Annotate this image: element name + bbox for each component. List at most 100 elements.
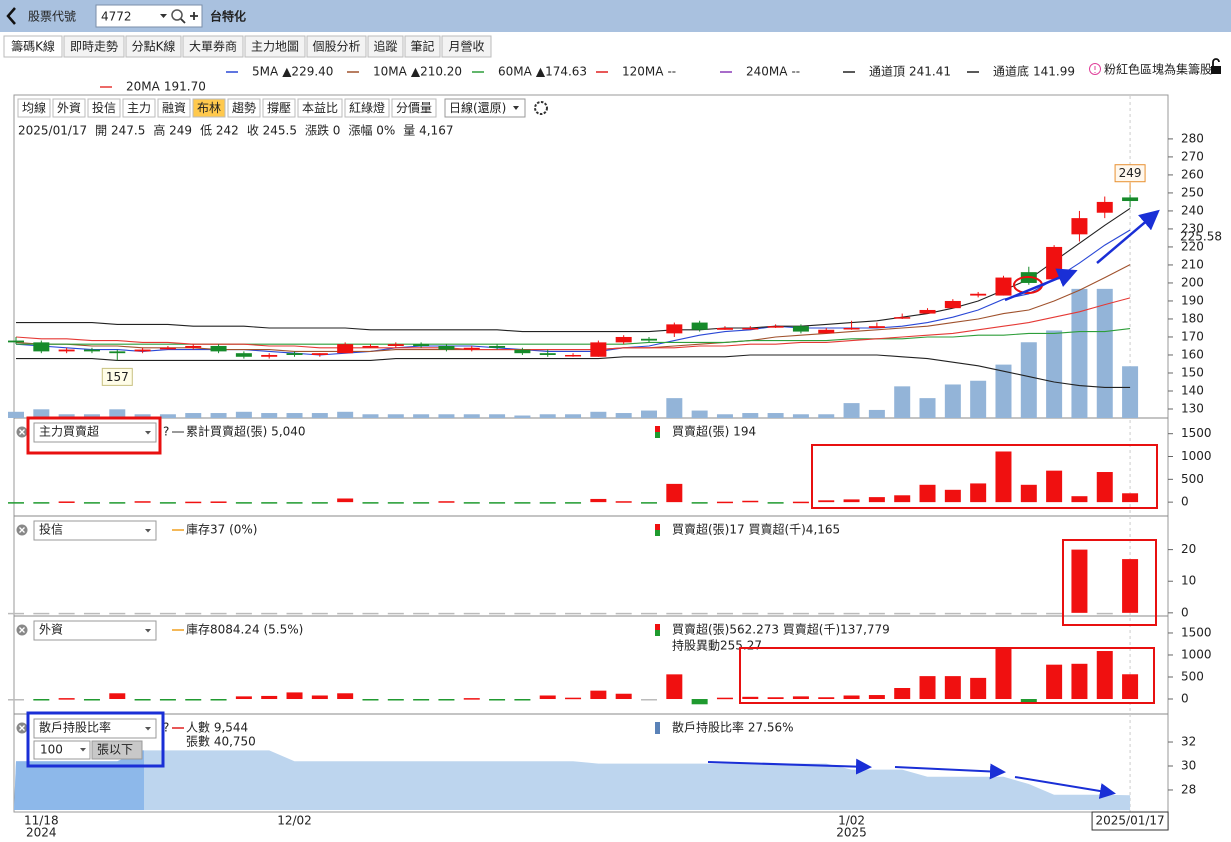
bar	[792, 501, 809, 504]
candle-body	[1122, 197, 1139, 202]
toolbar-label[interactable]: 撐壓	[267, 101, 291, 115]
toolbar-button[interactable]	[391, 98, 437, 118]
label-icon	[655, 722, 660, 734]
tab[interactable]	[367, 35, 404, 58]
volume-bar	[894, 386, 911, 418]
tab-label[interactable]: 籌碼K線	[11, 39, 55, 54]
volume-bar	[58, 414, 75, 418]
trend-arrow	[1014, 776, 1116, 799]
bar	[1020, 612, 1037, 615]
settings-icon[interactable]	[534, 101, 548, 115]
tab[interactable]	[404, 35, 441, 58]
label-icon	[655, 530, 660, 536]
bar	[8, 699, 24, 701]
toolbar-button[interactable]	[297, 98, 343, 118]
help-icon: ?	[163, 425, 169, 439]
dropdown-arrow	[145, 727, 151, 731]
toolbar-button[interactable]	[87, 98, 121, 118]
search-icon[interactable]	[171, 9, 183, 21]
bar	[970, 612, 987, 615]
bar	[311, 502, 328, 504]
legend-value: --	[667, 65, 676, 79]
y-tick-label: 170	[1181, 329, 1204, 343]
legend-value: ▲210.20	[411, 65, 462, 79]
tab-label[interactable]: 筆記	[410, 39, 434, 54]
quote-info: 漲跌 0	[305, 123, 340, 138]
bar	[767, 697, 784, 700]
indicator-selector-label[interactable]: 外資	[39, 623, 63, 637]
tab[interactable]	[441, 35, 492, 58]
bar	[33, 612, 50, 615]
tab-label[interactable]: 月營收	[448, 40, 484, 54]
bar	[1122, 493, 1139, 503]
toolbar-button[interactable]	[52, 98, 86, 118]
low-marker: 157	[106, 370, 129, 384]
tab-label[interactable]: 個股分析	[312, 40, 360, 54]
toolbar-label[interactable]: 分價量	[396, 101, 432, 115]
bar	[159, 502, 176, 504]
dropdown-arrow	[145, 629, 151, 633]
bar	[792, 612, 809, 615]
bar	[1071, 663, 1088, 700]
toolbar-label[interactable]: 趨勢	[232, 100, 256, 115]
toolbar-label[interactable]: 本益比	[302, 101, 338, 115]
tab[interactable]	[182, 35, 244, 58]
back-button[interactable]	[6, 7, 16, 25]
toolbar-button[interactable]	[157, 98, 191, 118]
y-tick-label: 190	[1181, 293, 1204, 307]
toolbar-button[interactable]	[192, 98, 226, 118]
tab[interactable]	[125, 35, 182, 58]
tab[interactable]	[306, 35, 367, 58]
x-year-label: 2024	[26, 826, 57, 840]
volume-bar	[641, 410, 657, 418]
tab-label[interactable]: 即時走勢	[70, 39, 118, 54]
toolbar-button[interactable]	[262, 98, 296, 118]
indicator-selector[interactable]	[33, 520, 157, 541]
volume-bar	[995, 364, 1012, 418]
indicator-selector-label[interactable]: 主力買賣超	[39, 424, 99, 439]
indicator-selector[interactable]	[33, 422, 157, 443]
toolbar-label[interactable]: 均線	[22, 100, 46, 115]
bar	[514, 502, 531, 504]
toolbar-button[interactable]	[122, 98, 156, 118]
bar	[1046, 470, 1063, 503]
toolbar-label[interactable]: 外資	[57, 101, 81, 115]
toolbar-button[interactable]	[17, 98, 51, 118]
indicator-selector[interactable]	[33, 620, 157, 641]
bar	[58, 612, 75, 615]
toolbar-button[interactable]	[227, 98, 261, 118]
indicator-selector[interactable]	[33, 718, 157, 739]
toolbar-label[interactable]: 主力	[127, 101, 151, 115]
volume-bar	[919, 398, 936, 418]
indicator-selector-label[interactable]: 散戶持股比率	[39, 720, 111, 735]
y-tick-label: 0	[1181, 605, 1189, 619]
period-dropdown[interactable]	[444, 98, 526, 118]
option-label: 100	[40, 743, 63, 757]
bar	[716, 501, 733, 504]
tab-label[interactable]: 主力地圖	[251, 40, 299, 54]
legend-name: 120MA	[622, 65, 664, 79]
tab-label[interactable]: 分點K線	[132, 39, 176, 54]
highlight-box	[1062, 539, 1157, 626]
bar	[413, 612, 430, 615]
tab-label[interactable]: 追蹤	[373, 39, 397, 54]
header-bar	[0, 0, 1231, 32]
tab[interactable]	[244, 35, 306, 58]
toolbar-label[interactable]: 融資	[162, 101, 186, 115]
toolbar-label[interactable]: 投信	[92, 100, 116, 115]
toolbar-button[interactable]	[344, 98, 390, 118]
toolbar-label[interactable]: 布林	[197, 101, 221, 115]
indicator-selector-label[interactable]: 投信	[39, 522, 63, 537]
bar	[868, 612, 885, 615]
bar	[565, 502, 582, 504]
toolbar-label[interactable]: 紅綠燈	[349, 100, 385, 115]
tab[interactable]	[63, 35, 125, 58]
tab-label[interactable]: 大單券商	[189, 39, 237, 54]
option-dropdown[interactable]	[33, 740, 91, 760]
bar	[742, 612, 759, 615]
lock-icon[interactable]	[1211, 66, 1221, 74]
bar	[767, 502, 784, 504]
candle-body	[58, 349, 75, 352]
bar	[1096, 612, 1113, 615]
tab[interactable]	[3, 35, 63, 58]
